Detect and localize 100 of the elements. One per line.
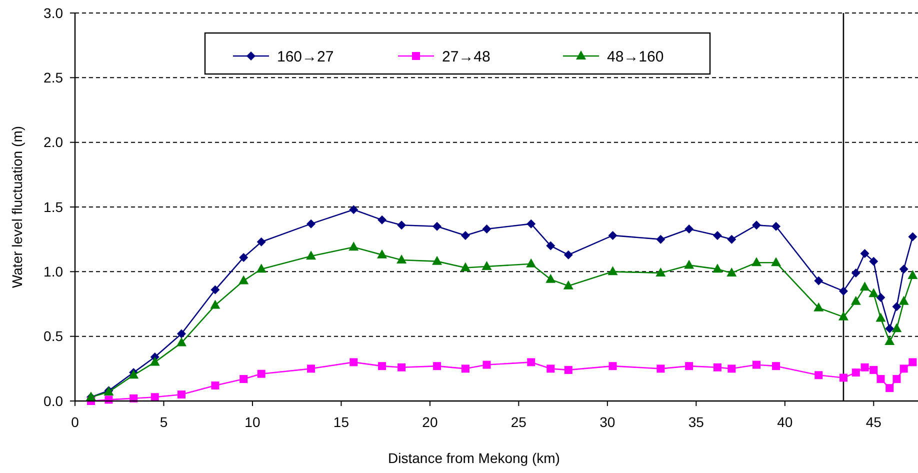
point — [713, 363, 722, 372]
point — [752, 257, 762, 266]
y-tick-label: 3.0 — [44, 4, 64, 21]
point — [546, 241, 556, 250]
point — [886, 384, 894, 392]
point — [727, 234, 736, 244]
y-tick-label: 1.0 — [44, 264, 64, 280]
point — [684, 260, 694, 269]
point — [608, 230, 618, 240]
point — [868, 288, 879, 298]
point — [377, 249, 388, 258]
point — [176, 337, 186, 346]
point — [211, 381, 220, 390]
y-axis-title: Water level fluctuation (m) — [9, 126, 25, 288]
point — [876, 312, 886, 322]
point — [852, 368, 860, 377]
x-tick-label: 35 — [688, 414, 704, 430]
point — [814, 276, 824, 286]
x-tick-label: 20 — [422, 414, 438, 430]
point — [306, 250, 316, 260]
point — [564, 250, 573, 260]
point — [608, 266, 618, 276]
point — [772, 362, 780, 370]
y-tick-label: 0.5 — [44, 328, 64, 344]
point — [884, 336, 895, 346]
point — [378, 362, 386, 370]
point — [482, 260, 492, 270]
point — [177, 390, 186, 399]
point — [876, 293, 886, 302]
point — [892, 323, 902, 332]
point — [482, 224, 492, 234]
point — [712, 264, 722, 273]
point — [350, 358, 358, 366]
point — [257, 370, 266, 378]
point — [546, 274, 556, 283]
point — [482, 360, 491, 369]
point — [348, 242, 359, 251]
point — [564, 366, 572, 374]
point — [772, 222, 781, 231]
point — [851, 268, 860, 278]
point — [898, 296, 909, 305]
point — [656, 234, 666, 244]
point — [150, 356, 160, 366]
point — [527, 358, 536, 366]
point — [460, 230, 470, 240]
y-tick-label: 2.5 — [44, 70, 64, 86]
y-tick-label: 2.0 — [44, 134, 64, 150]
point — [814, 302, 824, 312]
point — [860, 363, 869, 372]
point — [728, 364, 736, 373]
point — [210, 300, 220, 309]
point — [256, 264, 266, 273]
point — [656, 364, 665, 373]
point — [526, 219, 536, 228]
point — [752, 220, 761, 230]
point — [307, 364, 316, 373]
point — [460, 262, 470, 272]
point — [238, 275, 249, 284]
point — [433, 362, 442, 370]
point — [726, 267, 737, 276]
x-tick-label: 0 — [71, 414, 80, 430]
point — [239, 252, 248, 262]
point — [563, 280, 574, 290]
x-tick-label: 25 — [510, 414, 527, 430]
point — [546, 364, 555, 373]
point — [256, 237, 266, 246]
point — [349, 205, 358, 214]
point — [432, 256, 442, 265]
point — [378, 215, 387, 224]
point — [892, 302, 902, 312]
point — [771, 257, 782, 266]
point — [838, 286, 848, 296]
point — [306, 219, 316, 228]
point — [684, 224, 694, 234]
point — [176, 329, 186, 338]
point — [838, 311, 848, 320]
point — [869, 256, 878, 266]
x-tick-label: 5 — [160, 414, 168, 430]
point — [150, 393, 159, 402]
point — [240, 375, 248, 384]
point — [752, 360, 760, 369]
point — [850, 296, 861, 305]
point — [398, 363, 406, 372]
point — [396, 254, 407, 264]
point — [608, 362, 617, 370]
x-tick-label: 40 — [777, 414, 793, 430]
y-tick-label: 0.0 — [44, 392, 64, 409]
point — [908, 232, 918, 242]
point — [885, 324, 894, 334]
point — [876, 375, 885, 384]
point — [526, 258, 536, 268]
legend-label: 27→48 — [442, 48, 490, 66]
x-tick-label: 45 — [866, 414, 882, 430]
point — [432, 222, 442, 231]
y-tick-label: 1.5 — [44, 198, 64, 215]
x-axis-title: Distance from Mekong (km) — [388, 450, 560, 466]
x-tick-label: 15 — [333, 414, 350, 430]
point — [860, 282, 870, 291]
point — [461, 364, 470, 373]
point — [908, 358, 917, 366]
